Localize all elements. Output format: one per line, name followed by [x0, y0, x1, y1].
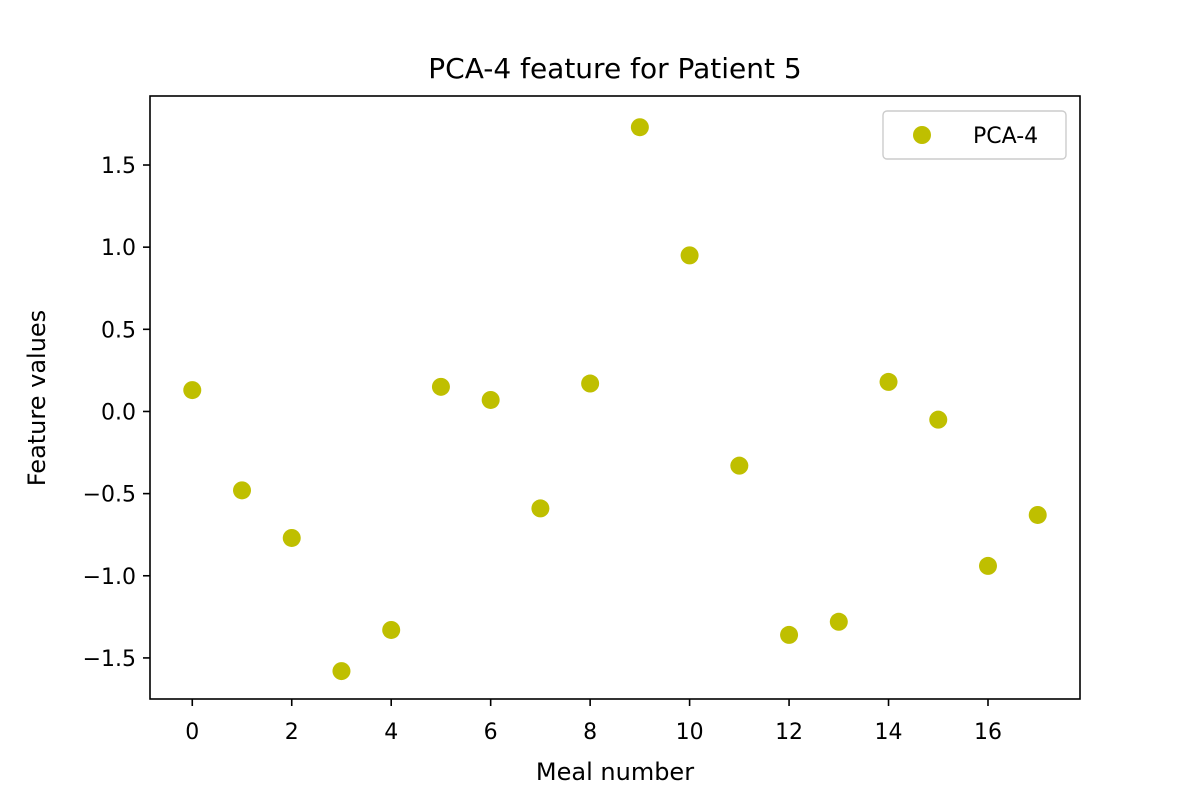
x-tick-label: 14	[875, 720, 903, 745]
data-point	[829, 612, 848, 631]
x-axis-label: Meal number	[536, 758, 694, 786]
chart-title: PCA-4 feature for Patient 5	[428, 52, 801, 85]
data-point	[481, 390, 500, 409]
plot-frame	[149, 95, 1081, 700]
x-tick-label: 16	[974, 720, 1002, 745]
x-tick-label: 2	[285, 720, 299, 745]
x-axis: 0 2 4 6 8 10 12 14 16	[185, 699, 1002, 745]
data-point	[879, 372, 898, 391]
legend-marker	[913, 126, 931, 144]
x-tick-label: 12	[775, 720, 803, 745]
y-tick-label: 1.5	[101, 154, 136, 179]
data-point	[382, 620, 401, 639]
y-tick-label: 1.0	[101, 236, 136, 261]
data-point	[730, 456, 749, 475]
plot-area	[149, 95, 1081, 700]
x-tick-label: 10	[676, 720, 704, 745]
data-point	[630, 118, 649, 137]
data-point	[780, 625, 799, 644]
data-point	[978, 556, 997, 575]
legend-box	[882, 110, 1067, 160]
data-point	[581, 374, 600, 393]
y-axis-label: Feature values	[23, 310, 51, 486]
legend-label: PCA-4	[973, 124, 1038, 149]
data-point	[431, 377, 450, 396]
data-point	[531, 499, 550, 518]
x-tick-label: 0	[185, 720, 199, 745]
x-tick-label: 8	[583, 720, 597, 745]
data-point	[929, 410, 948, 429]
data-point	[282, 528, 301, 547]
y-tick-label: −1.0	[83, 565, 136, 590]
data-point	[680, 246, 699, 265]
data-point	[1028, 505, 1047, 524]
y-axis: 1.5 1.0 0.5 0.0 −0.5 −1.0 −1.5	[83, 154, 150, 672]
y-tick-label: 0.5	[101, 318, 136, 343]
y-tick-label: −0.5	[83, 483, 136, 508]
legend: PCA-4	[882, 110, 1067, 160]
data-point	[183, 381, 202, 400]
x-tick-label: 6	[484, 720, 498, 745]
y-tick-label: 0.0	[101, 400, 136, 425]
data-point	[233, 481, 252, 500]
y-tick-label: −1.5	[83, 647, 136, 672]
x-tick-label: 4	[384, 720, 398, 745]
data-point	[332, 662, 351, 681]
data-points	[183, 118, 1047, 681]
